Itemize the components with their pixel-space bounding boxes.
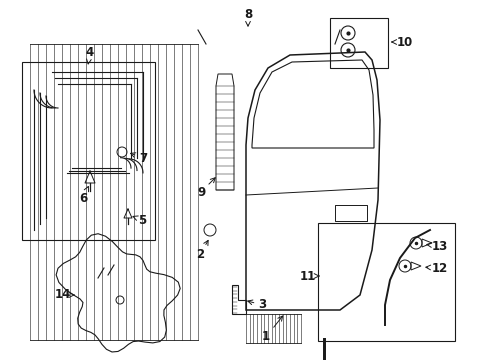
Text: 13: 13 (426, 239, 447, 252)
Bar (22, 62, 155, 240)
Text: 11: 11 (299, 270, 319, 283)
Text: 9: 9 (197, 178, 215, 198)
Text: 6: 6 (79, 186, 88, 204)
Text: 3: 3 (247, 298, 265, 311)
Bar (334, 205, 366, 221)
Text: 12: 12 (425, 261, 447, 274)
Text: 14: 14 (55, 288, 74, 302)
Bar (317, 223, 454, 341)
Text: 5: 5 (133, 213, 146, 226)
Text: 10: 10 (391, 36, 412, 49)
Text: 4: 4 (86, 45, 94, 64)
Text: 2: 2 (196, 240, 208, 261)
Text: 7: 7 (130, 152, 147, 165)
Text: 1: 1 (262, 316, 282, 343)
Bar (329, 18, 387, 68)
Text: 8: 8 (244, 8, 252, 26)
